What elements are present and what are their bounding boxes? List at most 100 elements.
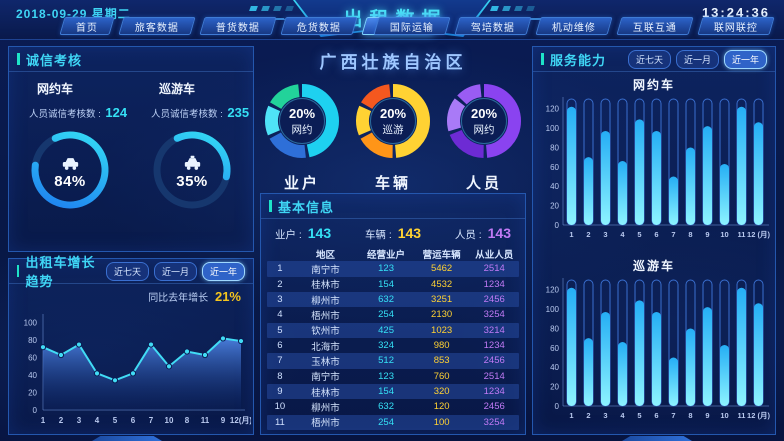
stat-value: 143 (487, 225, 511, 241)
nav-tab-right-2[interactable]: 机动维修 (535, 17, 613, 35)
svg-text:10: 10 (720, 230, 728, 239)
table-header-row: 地区 经营业户 营运车辆 从业人员 (316, 249, 514, 261)
svg-text:120: 120 (546, 286, 560, 295)
tab-label: 旅客数据 (135, 22, 179, 34)
decor-dots-left (249, 6, 294, 11)
nav-tab-1[interactable]: 旅客数据 (118, 17, 196, 35)
vehicle-type-label: 巡游车 (159, 82, 196, 96)
svg-text:5: 5 (113, 416, 118, 425)
donut-chart-1: 20% 巡游 (350, 78, 436, 164)
basic-info-panel: 基本信息 业户 : 143 车辆 : 143 人员 : 143 地区 经营业户 营运车辆… (260, 193, 526, 435)
donut-block-1: 20% 巡游车辆 (349, 78, 437, 193)
metric-value: 124 (105, 105, 128, 120)
range-button-1[interactable]: 近一月 (153, 261, 197, 281)
svg-text:12 (月): 12 (月) (747, 230, 770, 239)
tab-label: 联网联控 (714, 22, 758, 34)
tab-label: 国际运输 (390, 22, 434, 34)
svg-text:10: 10 (720, 411, 728, 420)
svg-text:4: 4 (95, 416, 100, 425)
metric-line: 人员诚信考核数 : 235 (151, 105, 250, 120)
header-accent-bar (17, 265, 20, 277)
tab-label: 机动维修 (552, 22, 596, 34)
svg-text:20: 20 (550, 383, 559, 392)
donut-block-0: 20% 网约 业户 (258, 78, 346, 193)
nav-tab-3[interactable]: 危货数据 (280, 17, 358, 35)
svg-text:0: 0 (555, 402, 560, 411)
svg-text:3: 3 (603, 411, 607, 420)
donut-label: 车辆 (374, 175, 411, 192)
metric-line: 人员诚信考核数 : 124 (29, 105, 128, 120)
svg-text:9: 9 (705, 411, 709, 420)
tab-label: 首页 (76, 22, 98, 34)
svg-text:4: 4 (620, 230, 625, 239)
range-button-0[interactable]: 近七天 (627, 49, 671, 69)
range-button-2[interactable]: 近一年 (723, 49, 767, 69)
svg-text:6: 6 (131, 416, 136, 425)
chart-subtitle-1: 巡游车 (632, 259, 675, 273)
service-panel-title: 服务能力 (550, 52, 607, 68)
table-row-南宁市: 1 南宁市 123 5462 2514 (267, 261, 519, 277)
svg-text:7: 7 (149, 416, 154, 425)
nav-tab-right-4[interactable]: 联网联控 (697, 17, 775, 35)
table-row-柳州市: 3 柳州市 632 3251 2456 (267, 291, 519, 308)
table-row-北海市: 6 北海市 324 980 1234 (277, 340, 505, 353)
svg-text:60: 60 (28, 354, 37, 363)
clock-text: 13:24:36 (701, 5, 770, 20)
donut-sub: 巡游 (382, 123, 404, 136)
table-row-梧州市: 11 梧州市 254 100 3254 (267, 414, 519, 430)
chart-subtitle-0: 网约车 (632, 78, 675, 92)
stat-value: 143 (397, 225, 422, 241)
svg-text:100: 100 (546, 124, 560, 133)
donut-sub: 网约 (291, 123, 313, 136)
header-accent-bar (17, 53, 20, 65)
gauge-percent: 35% (176, 172, 208, 190)
summary-stat-2: 人员 : 143 (454, 225, 511, 241)
tab-label: 普货数据 (216, 22, 260, 34)
svg-text:11: 11 (201, 416, 210, 425)
nav-tab-right-0[interactable]: 国际运输 (373, 17, 451, 35)
nav-tab-2[interactable]: 普货数据 (199, 17, 277, 35)
summary-stats: 业户 : 143 车辆 : 143 人员 : 143 (261, 219, 525, 244)
service-range-buttons: 近七天 近一月 近一年 (627, 49, 767, 69)
svg-text:80: 80 (28, 336, 37, 345)
online-car-icon (62, 157, 78, 170)
svg-text:7: 7 (671, 230, 675, 239)
svg-text:12 (月): 12 (月) (747, 411, 770, 420)
svg-text:40: 40 (550, 363, 559, 372)
donut-sub: 网约 (473, 123, 495, 136)
region-title: 广西壮族自治区 (319, 53, 467, 72)
nav-tab-0[interactable]: 首页 (59, 17, 115, 35)
yoy-label: 同比去年增长 (148, 293, 209, 304)
basic-info-header: 基本信息 (261, 194, 525, 219)
range-button-2[interactable]: 近一年 (201, 261, 245, 281)
integrity-panel-header: 诚信考核 (9, 47, 253, 72)
metric-value: 235 (227, 105, 250, 120)
svg-text:80: 80 (550, 143, 559, 152)
growth-line-chart: 0 20 40 60 80 100 1 2 3 4 5 6 7 10 8 11 9 12(月) (9, 306, 253, 434)
tab-label: 危货数据 (297, 22, 341, 34)
gauge-0: 84% (26, 126, 114, 214)
taxi-icon (184, 155, 200, 170)
svg-text:80: 80 (550, 324, 559, 333)
svg-text:40: 40 (28, 371, 37, 380)
svg-text:60: 60 (550, 163, 559, 172)
svg-text:8: 8 (688, 230, 692, 239)
nav-tab-right-1[interactable]: 驾培数据 (454, 17, 532, 35)
nav-tab-right-3[interactable]: 互联互通 (616, 17, 694, 35)
gauge-columns: 网约车 人员诚信考核数 : 124 84% 巡游车 人员诚信考核数 : 235 35% (9, 72, 253, 214)
svg-text:5: 5 (637, 230, 641, 239)
table-row-南宁市: 8 南宁市 123 760 2514 (277, 370, 505, 384)
summary-stat-1: 车辆 : 143 (364, 225, 422, 241)
gauge-column-1: 巡游车人员诚信考核数 : 235 35% (131, 72, 253, 214)
yoy-growth: 同比去年增长 21% (9, 284, 253, 304)
yoy-value: 21% (214, 289, 241, 304)
range-button-1[interactable]: 近一月 (675, 49, 719, 69)
svg-text:12(月): 12(月) (230, 416, 251, 425)
gauge-1: 35% (148, 126, 236, 214)
tab-label: 互联互通 (633, 22, 677, 34)
range-button-0[interactable]: 近七天 (105, 261, 149, 281)
svg-text:1: 1 (41, 416, 46, 425)
svg-text:120: 120 (546, 105, 560, 114)
svg-text:2: 2 (59, 416, 64, 425)
svg-text:4: 4 (620, 411, 625, 420)
